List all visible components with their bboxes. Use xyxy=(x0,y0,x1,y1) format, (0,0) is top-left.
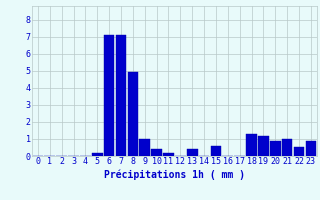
Bar xyxy=(258,136,269,156)
Bar xyxy=(306,141,316,156)
Bar xyxy=(140,139,150,156)
Bar xyxy=(282,139,292,156)
Bar xyxy=(246,134,257,156)
Bar xyxy=(211,146,221,156)
Bar xyxy=(128,72,138,156)
Bar xyxy=(92,153,103,156)
X-axis label: Précipitations 1h ( mm ): Précipitations 1h ( mm ) xyxy=(104,169,245,180)
Bar xyxy=(151,149,162,156)
Bar xyxy=(294,147,304,156)
Bar xyxy=(163,153,174,156)
Bar xyxy=(116,35,126,156)
Bar xyxy=(104,35,115,156)
Bar xyxy=(187,149,197,156)
Bar xyxy=(270,141,281,156)
